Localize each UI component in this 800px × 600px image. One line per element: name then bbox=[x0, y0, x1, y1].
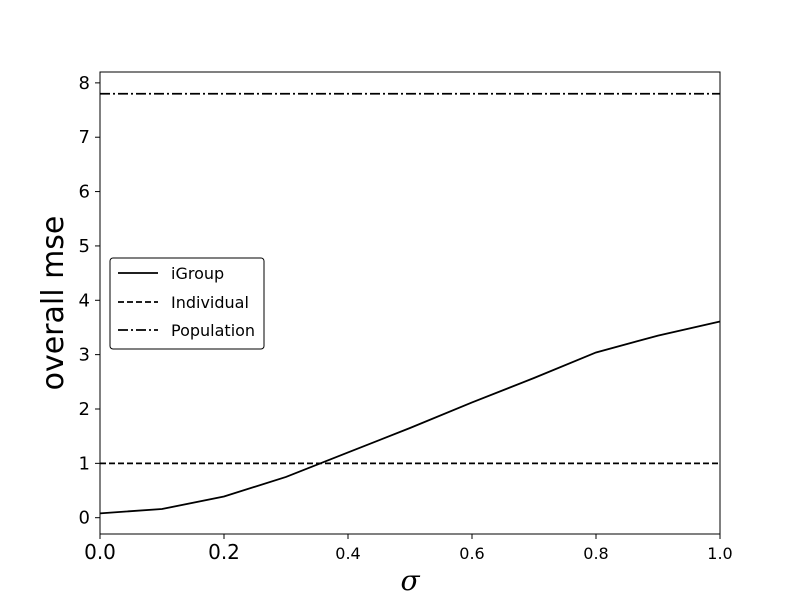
y-tick-label: 7 bbox=[79, 127, 90, 148]
x-axis-label: σ bbox=[400, 564, 420, 597]
legend: iGroup Individual Population bbox=[109, 257, 265, 350]
y-tick-label: 0 bbox=[79, 508, 90, 529]
series-line-igroup bbox=[99, 320, 721, 515]
x-tick-label: 0.4 bbox=[335, 544, 360, 563]
legend-label-population: Population bbox=[171, 321, 255, 340]
y-tick-label: 3 bbox=[79, 345, 90, 366]
y-tick-label: 5 bbox=[79, 236, 90, 257]
y-tick-label: 4 bbox=[79, 290, 90, 311]
legend-label-igroup: iGroup bbox=[171, 264, 224, 283]
x-axis-ticks: 0.0 0.2 0.4 0.6 0.8 1.0 bbox=[84, 534, 733, 564]
x-tick-label: 1.0 bbox=[707, 544, 732, 563]
x-tick-label: 0.8 bbox=[583, 544, 608, 563]
x-tick-label: 0.6 bbox=[459, 544, 484, 563]
y-tick-label: 6 bbox=[79, 182, 90, 203]
legend-box bbox=[109, 257, 265, 350]
y-axis-label: overall mse bbox=[36, 216, 71, 391]
plot-frame bbox=[99, 71, 721, 535]
y-tick-label: 2 bbox=[79, 399, 90, 420]
x-tick-label: 0.2 bbox=[208, 540, 240, 564]
y-tick-label: 8 bbox=[79, 73, 90, 94]
legend-label-individual: Individual bbox=[171, 293, 249, 312]
y-tick-label: 1 bbox=[79, 453, 90, 474]
x-tick-label: 0.0 bbox=[84, 540, 116, 564]
y-axis-ticks: 0 1 2 3 4 5 6 7 8 bbox=[79, 73, 100, 529]
